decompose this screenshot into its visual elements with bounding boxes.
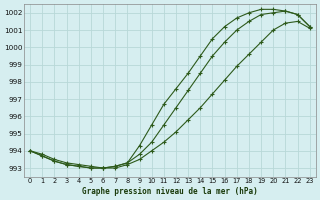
- X-axis label: Graphe pression niveau de la mer (hPa): Graphe pression niveau de la mer (hPa): [82, 187, 258, 196]
